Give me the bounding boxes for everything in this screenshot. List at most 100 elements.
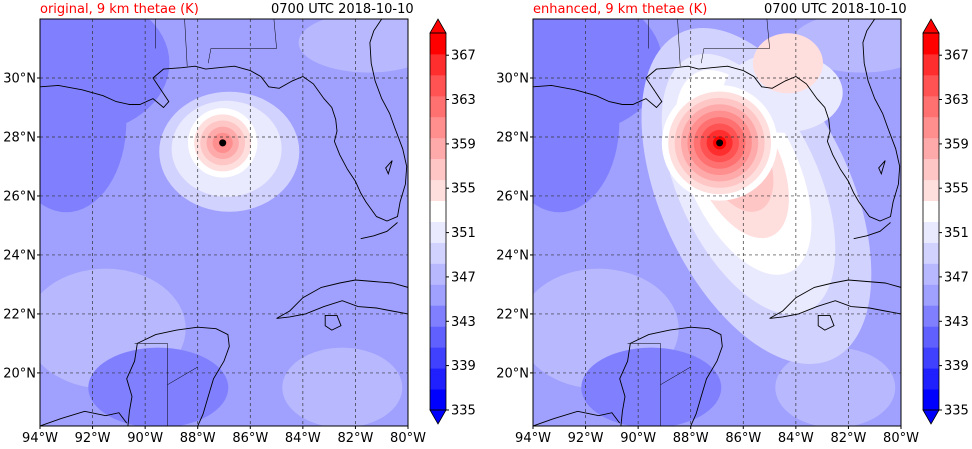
coastline-isle — [817, 314, 835, 331]
storm-center-marker — [716, 139, 724, 147]
colorbar-extend-max — [429, 18, 447, 34]
coastline-mexico — [40, 410, 128, 426]
lon-tick-label: 86°W — [725, 431, 761, 446]
political-border — [184, 19, 188, 67]
colorbar-tick-label: 367 — [944, 49, 969, 64]
panel-title: original, 9 km thetae (K) — [40, 2, 199, 17]
political-border — [627, 343, 661, 426]
political-border — [134, 343, 168, 426]
colorbar-swatch — [923, 221, 939, 243]
colorbar-tick-label: 339 — [944, 359, 969, 374]
colorbar-swatch — [923, 33, 939, 55]
colorbar-swatch — [430, 284, 446, 306]
cool-region — [533, 32, 620, 213]
colorbar-tick-label: 343 — [944, 315, 969, 330]
colorbar-swatch — [923, 95, 939, 118]
lat-tick-label: 24°N — [3, 248, 36, 263]
colorbar-frame — [429, 32, 447, 411]
coastline — [533, 19, 901, 222]
map-figure: 94°W 92°W 90°W 88°W 86°W 84°W 82°W 80°W 20°N 22°N… — [3, 18, 476, 446]
coastline-keys — [360, 222, 398, 240]
lon-tick-label: 94°W — [22, 431, 58, 446]
colorbar-swatch — [923, 74, 939, 97]
colorbar-swatch — [430, 221, 446, 243]
coastline-isle — [324, 314, 342, 331]
coastline — [40, 19, 408, 222]
colorbar-tick-label: 335 — [944, 404, 969, 419]
lat-tick-label: 26°N — [3, 189, 36, 204]
colorbar-swatch — [923, 305, 939, 327]
colorbar-tick-label: 363 — [944, 93, 969, 108]
colorbar-extend-min — [429, 409, 447, 425]
coastline-yucatan — [619, 326, 723, 426]
colorbar-extend-min — [922, 409, 940, 425]
colorbar-swatch — [430, 179, 446, 201]
panel-title: enhanced, 9 km thetae (K) — [533, 2, 708, 17]
colorbar-swatch — [430, 200, 446, 222]
colorbar-extend-max — [922, 18, 940, 34]
colorbar-swatch — [923, 263, 939, 285]
lon-tick-label: 80°W — [883, 431, 919, 446]
lat-tick-label: 20°N — [3, 366, 36, 381]
colorbar-tick-label: 335 — [451, 404, 476, 419]
colorbar-swatch — [923, 326, 939, 348]
colorbar-swatch — [923, 284, 939, 306]
colorbar-tick-label: 347 — [944, 270, 969, 285]
map-frame — [532, 18, 902, 427]
coastline-mexico — [533, 410, 621, 426]
colorbar: 335 339 343 347 351 355 359 363 367 — [922, 18, 969, 425]
lon-tick-label: 94°W — [515, 431, 551, 446]
colorbar-swatch — [923, 116, 939, 139]
political-border — [766, 19, 770, 49]
map-frame — [39, 18, 409, 427]
lon-tick-label: 86°W — [232, 431, 268, 446]
lon-tick-label: 90°W — [127, 431, 163, 446]
colorbar-swatch — [430, 74, 446, 97]
colorbar-swatch — [430, 95, 446, 118]
colorbar-swatch — [430, 368, 446, 390]
lon-tick-label: 90°W — [620, 431, 656, 446]
lat-tick-label: 26°N — [496, 189, 529, 204]
colorbar-tick-label: 343 — [451, 315, 476, 330]
panel-time: 0700 UTC 2018-10-10 — [271, 2, 414, 17]
colorbar-tick-label: 351 — [451, 226, 476, 241]
lat-tick-label: 28°N — [3, 130, 36, 145]
colorbar-swatch — [923, 179, 939, 201]
lon-tick-label: 88°W — [180, 431, 216, 446]
lon-tick-label: 88°W — [673, 431, 709, 446]
lat-tick-label: 22°N — [3, 307, 36, 322]
coastline-keys — [853, 222, 891, 240]
thetae-field — [533, 19, 901, 426]
coastline-yucatan — [126, 326, 230, 426]
colorbar-swatch — [430, 158, 446, 181]
political-border — [700, 48, 705, 64]
colorbar-swatch — [923, 389, 939, 411]
lat-tick-label: 30°N — [3, 71, 36, 86]
lon-tick-label: 82°W — [337, 431, 373, 446]
lat-tick-label: 24°N — [496, 248, 529, 263]
lat-tick-label: 28°N — [496, 130, 529, 145]
panel-time: 0700 UTC 2018-10-10 — [764, 2, 907, 17]
colorbar-swatch — [430, 326, 446, 348]
left-map-panel: original, 9 km thetae (K) 0700 UTC 2018-… — [3, 2, 476, 446]
lon-tick-label: 80°W — [390, 431, 426, 446]
colorbar-frame — [922, 32, 940, 411]
political-border — [677, 19, 681, 67]
lon-tick-label: 84°W — [778, 431, 814, 446]
political-border — [273, 19, 277, 49]
colorbar-tick-label: 347 — [451, 270, 476, 285]
colorbar-swatch — [430, 263, 446, 285]
warm-plume — [752, 33, 823, 94]
colorbar-swatch — [923, 200, 939, 222]
lon-tick-label: 92°W — [75, 431, 111, 446]
colorbar-tick-label: 363 — [451, 93, 476, 108]
map-figure: 94°W 92°W 90°W 88°W 86°W 84°W 82°W 80°W 20°N 22°N… — [496, 18, 969, 446]
colorbar-tick-label: 355 — [451, 182, 476, 197]
cool-region — [88, 347, 229, 426]
colorbar-swatch — [430, 53, 446, 76]
colorbar-swatch — [430, 137, 446, 160]
storm-center-marker — [219, 139, 227, 147]
political-border — [167, 366, 198, 385]
colorbar-swatch — [430, 242, 446, 264]
lake-outline — [878, 160, 886, 176]
